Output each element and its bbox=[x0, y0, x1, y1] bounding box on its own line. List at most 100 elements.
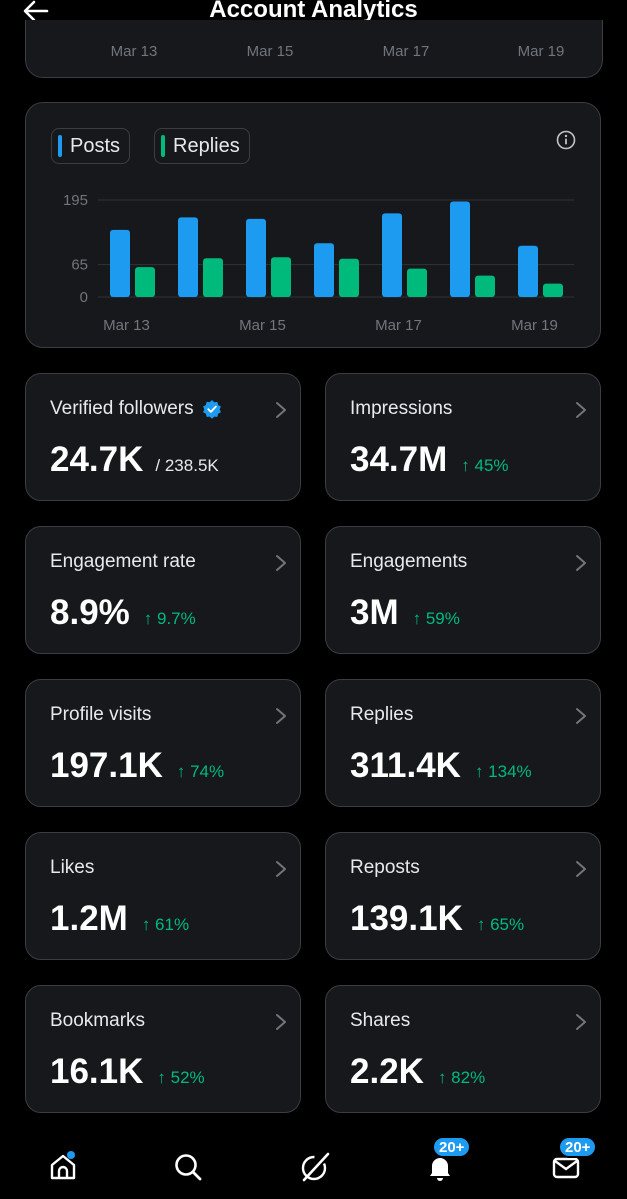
stat-card-verified-followers[interactable]: Verified followers 24.7K / 238.5K bbox=[25, 373, 301, 501]
page-title: Account Analytics bbox=[209, 0, 418, 23]
stat-change: ↑ 52% bbox=[157, 1068, 205, 1087]
x-tick-label: Mar 15 bbox=[246, 43, 294, 60]
stat-total: / 238.5K bbox=[155, 456, 219, 475]
posts-bar bbox=[314, 243, 334, 297]
stat-value: 197.1K bbox=[50, 746, 163, 785]
stat-label-row: Likes bbox=[50, 857, 94, 879]
back-arrow-icon bbox=[23, 0, 49, 22]
top-bar: Account Analytics bbox=[0, 0, 627, 30]
y-tick-label: 0 bbox=[80, 289, 88, 306]
replies-bar bbox=[475, 275, 495, 297]
stat-label: Verified followers bbox=[50, 398, 194, 419]
stat-value: 8.9% bbox=[50, 593, 130, 632]
stat-label: Profile visits bbox=[50, 704, 152, 725]
posts-swatch bbox=[58, 135, 62, 157]
legend-replies-label: Replies bbox=[173, 134, 240, 157]
stat-value-row: 197.1K ↑ 74% bbox=[50, 746, 224, 786]
stat-change: ↑ 45% bbox=[461, 456, 509, 475]
replies-bar bbox=[339, 258, 359, 297]
stat-value: 1.2M bbox=[50, 899, 128, 938]
bell-icon bbox=[430, 1158, 450, 1181]
stat-value: 311.4K bbox=[350, 746, 461, 785]
nav-home[interactable] bbox=[41, 1145, 85, 1189]
stat-label: Engagement rate bbox=[50, 551, 196, 572]
nav-notifications[interactable]: 20+ bbox=[418, 1136, 472, 1189]
stat-value: 139.1K bbox=[350, 899, 463, 938]
stat-card-shares[interactable]: Shares 2.2K ↑ 82% bbox=[325, 985, 601, 1113]
legend-posts[interactable]: Posts bbox=[51, 128, 131, 164]
stat-change: ↑ 9.7% bbox=[143, 609, 196, 628]
stat-value: 2.2K bbox=[350, 1052, 424, 1091]
nav-search[interactable] bbox=[166, 1145, 210, 1189]
y-tick-label: 195 bbox=[63, 192, 88, 209]
nav-messages[interactable]: 20+ bbox=[544, 1136, 598, 1189]
replies-swatch bbox=[161, 135, 165, 157]
stat-value-row: 311.4K ↑ 134% bbox=[350, 746, 532, 786]
stat-value: 3M bbox=[350, 593, 399, 632]
stat-label-row: Profile visits bbox=[50, 704, 151, 726]
posts-bar bbox=[382, 213, 402, 297]
x-tick-label: Mar 19 bbox=[517, 43, 565, 60]
previous-chart-x-axis: Mar 13 Mar 15 Mar 17 Mar 19 bbox=[26, 43, 602, 61]
bar-chart: 195 65 0 Mar 13 Mar 15 Mar 17 Mar 19 bbox=[63, 192, 574, 334]
stat-change: ↑ 61% bbox=[141, 915, 190, 934]
stat-card-engagement-rate[interactable]: Engagement rate 8.9% ↑ 9.7% bbox=[25, 526, 301, 654]
posts-bar bbox=[246, 218, 266, 297]
stat-label-row: Engagement rate bbox=[50, 551, 196, 573]
posts-replies-chart-card: Posts Replies 195 65 0 Mar 13 Mar 15 Mar 17 Ma… bbox=[25, 102, 601, 348]
stat-value-row: 2.2K ↑ 82% bbox=[350, 1052, 485, 1092]
replies-bar bbox=[543, 283, 563, 297]
back-button[interactable] bbox=[20, 0, 52, 24]
stat-label-row: Shares bbox=[350, 1010, 410, 1032]
stat-value: 34.7M bbox=[350, 440, 448, 479]
posts-bar bbox=[110, 229, 130, 297]
stat-change: ↑ 65% bbox=[476, 915, 525, 934]
nav-grok[interactable] bbox=[293, 1145, 337, 1189]
stat-change: ↑ 134% bbox=[474, 762, 532, 781]
chevron-right-icon bbox=[576, 402, 586, 418]
posts-bar bbox=[518, 245, 538, 297]
stat-card-reposts[interactable]: Reposts 139.1K ↑ 65% bbox=[325, 832, 601, 960]
stat-value-row: 8.9% ↑ 9.7% bbox=[50, 593, 196, 633]
chevron-right-icon bbox=[576, 1014, 586, 1030]
stat-value-row: 34.7M ↑ 45% bbox=[350, 440, 509, 480]
stat-change: ↑ 82% bbox=[437, 1068, 486, 1087]
legend-replies[interactable]: Replies bbox=[154, 128, 250, 164]
stat-value: 24.7K bbox=[50, 440, 144, 479]
legend-posts-label: Posts bbox=[70, 134, 121, 157]
stat-card-profile-visits[interactable]: Profile visits 197.1K ↑ 74% bbox=[25, 679, 301, 807]
x-tick-label: Mar 13 bbox=[110, 43, 158, 60]
stat-card-engagements[interactable]: Engagements 3M ↑ 59% bbox=[325, 526, 601, 654]
previous-chart-card: Mar 13 Mar 15 Mar 17 Mar 19 bbox=[25, 20, 603, 78]
stat-value-row: 139.1K ↑ 65% bbox=[350, 899, 524, 939]
stat-card-replies[interactable]: Replies 311.4K ↑ 134% bbox=[325, 679, 601, 807]
x-tick-label: Mar 17 bbox=[382, 43, 430, 60]
stat-label-row: Replies bbox=[350, 704, 413, 726]
stat-card-likes[interactable]: Likes 1.2M ↑ 61% bbox=[25, 832, 301, 960]
replies-bar bbox=[271, 257, 291, 297]
stat-label: Shares bbox=[350, 1010, 411, 1031]
posts-bar bbox=[450, 201, 470, 297]
chevron-right-icon bbox=[276, 1014, 286, 1030]
chevron-right-icon bbox=[276, 861, 286, 877]
stat-label-row: Engagements bbox=[350, 551, 467, 573]
x-tick-label: Mar 19 bbox=[511, 317, 558, 334]
grok-icon bbox=[301, 1152, 330, 1182]
stat-value-row: 24.7K / 238.5K bbox=[50, 440, 219, 480]
x-tick-label: Mar 15 bbox=[239, 317, 286, 334]
replies-bar bbox=[135, 267, 155, 297]
replies-bar bbox=[203, 258, 223, 297]
x-tick-label: Mar 17 bbox=[375, 317, 422, 334]
stat-label-row: Impressions bbox=[350, 398, 452, 420]
info-icon[interactable] bbox=[556, 130, 576, 150]
verified-badge-icon bbox=[202, 400, 221, 419]
notifications-badge: 20+ bbox=[432, 1136, 472, 1158]
messages-badge: 20+ bbox=[558, 1136, 598, 1158]
stat-card-impressions[interactable]: Impressions 34.7M ↑ 45% bbox=[325, 373, 601, 501]
stat-card-bookmarks[interactable]: Bookmarks 16.1K ↑ 52% bbox=[25, 985, 301, 1113]
bottom-nav: 20+ 20+ bbox=[0, 1125, 627, 1199]
stat-label: Impressions bbox=[350, 398, 453, 419]
chevron-right-icon bbox=[576, 861, 586, 877]
chevron-right-icon bbox=[576, 555, 586, 571]
x-tick-label: Mar 13 bbox=[103, 317, 150, 334]
